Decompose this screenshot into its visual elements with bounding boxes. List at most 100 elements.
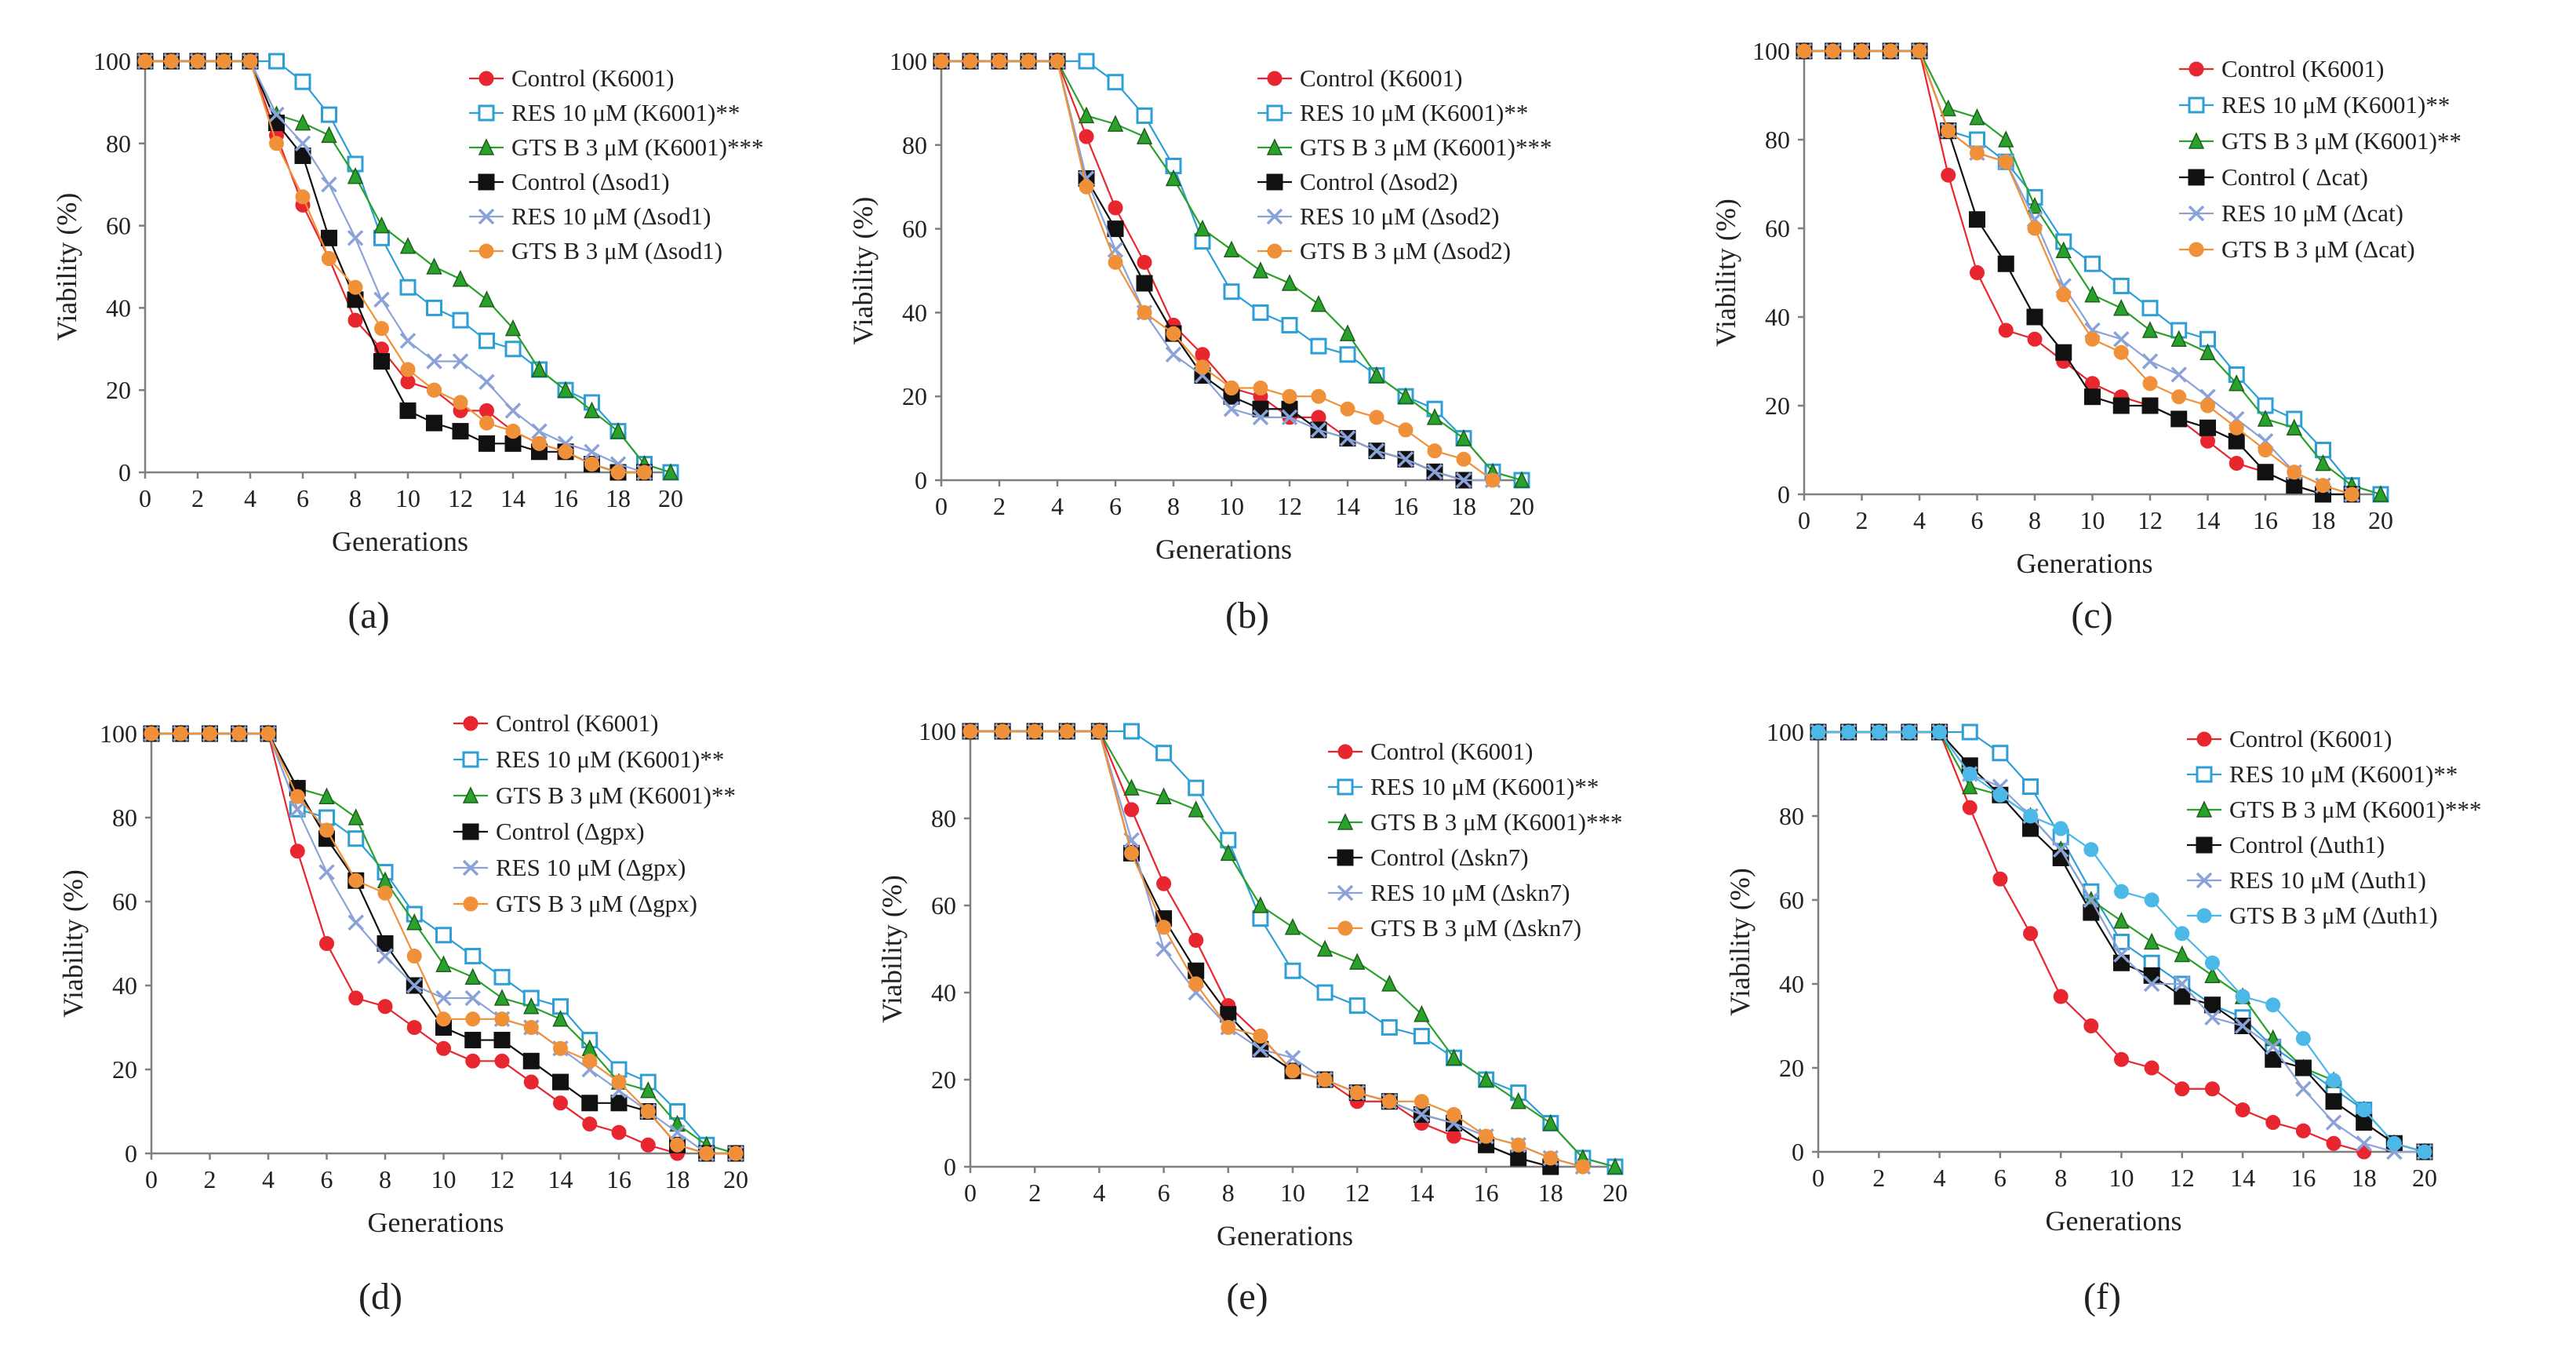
data-point <box>2228 432 2245 450</box>
series-6 <box>144 726 744 1161</box>
data-point <box>557 381 574 398</box>
data-point <box>1136 127 1153 144</box>
data-point <box>584 457 599 472</box>
legend-item: Control (K6001) <box>2179 55 2385 82</box>
data-point <box>1871 724 1887 740</box>
data-point <box>1997 255 2014 272</box>
data-point <box>728 1146 744 1161</box>
x-tick-label: 14 <box>2230 1164 2255 1192</box>
x-tick-label: 4 <box>1093 1179 1105 1207</box>
series-6 <box>137 53 652 480</box>
legend-item: RES 10 μM (K6001)** <box>1257 99 1528 126</box>
y-tick-label: 40 <box>1779 970 1804 998</box>
legend-label: Control (K6001) <box>511 64 675 92</box>
legend-marker <box>2196 731 2212 747</box>
data-point <box>1284 917 1301 935</box>
y-tick-label: 60 <box>1779 886 1804 914</box>
data-point <box>1339 430 1356 446</box>
x-tick-label: 6 <box>1994 1164 2007 1192</box>
x-tick-label: 0 <box>964 1179 977 1207</box>
data-point <box>1252 261 1269 279</box>
data-point <box>289 843 305 859</box>
data-point <box>289 789 305 804</box>
data-point <box>1368 366 1385 384</box>
data-point <box>377 999 393 1015</box>
data-point <box>2204 966 2221 984</box>
data-point <box>406 1020 422 1035</box>
data-point <box>2053 989 2068 1004</box>
legend-marker <box>1267 243 1283 259</box>
data-point <box>318 809 335 826</box>
data-point <box>1252 409 1269 426</box>
data-point <box>347 808 364 825</box>
legend-marker <box>478 138 495 155</box>
y-tick-label: 0 <box>915 466 927 494</box>
legend-item: GTS B 3 μM (Δsod2) <box>1257 237 1511 264</box>
data-point <box>2113 946 2130 963</box>
y-axis-title: Viability (%) <box>847 197 879 345</box>
legend-item: GTS B 3 μM (K6001)*** <box>2187 796 2481 823</box>
data-point <box>1224 381 1239 396</box>
legend-item: RES 10 μM (K6001)** <box>469 99 740 126</box>
data-point <box>294 113 311 131</box>
data-point <box>1426 408 1443 425</box>
panel-caption: (b) <box>1225 595 1269 636</box>
legend-label: Control (K6001) <box>496 709 659 737</box>
data-point <box>322 251 337 267</box>
x-tick-label: 4 <box>1913 506 1926 534</box>
y-tick-label: 0 <box>944 1153 956 1181</box>
data-point <box>505 424 521 439</box>
x-tick-label: 18 <box>2352 1164 2377 1192</box>
legend-marker <box>462 751 479 768</box>
data-point <box>406 977 423 994</box>
data-point <box>933 53 949 69</box>
data-point <box>294 135 311 152</box>
data-point <box>1426 464 1443 480</box>
x-tick-label: 12 <box>2170 1164 2195 1192</box>
legend-item: RES 10 μM (Δsod2) <box>1257 202 1499 230</box>
data-point <box>531 360 548 377</box>
y-tick-label: 100 <box>1766 718 1804 746</box>
data-point <box>2229 373 2245 392</box>
data-point <box>1962 777 1978 795</box>
x-tick-label: 8 <box>349 484 362 512</box>
data-point <box>494 1053 510 1069</box>
data-point <box>2265 1051 2282 1068</box>
data-point <box>452 423 469 440</box>
y-tick-label: 80 <box>902 131 927 159</box>
data-point <box>2325 1114 2342 1131</box>
y-tick-label: 60 <box>106 212 131 240</box>
x-tick-label: 18 <box>1538 1179 1563 1207</box>
data-point <box>2112 397 2130 414</box>
x-tick-label: 16 <box>2290 1164 2316 1192</box>
data-point <box>1349 953 1366 970</box>
data-point <box>1107 242 1124 258</box>
data-point <box>373 291 390 308</box>
data-point <box>1941 167 1956 183</box>
data-point <box>1310 337 1327 355</box>
data-point <box>584 401 600 419</box>
data-point <box>2141 321 2159 338</box>
data-point <box>137 53 153 69</box>
legend-item: RES 10 μM (Δskn7) <box>1328 879 1570 906</box>
data-point <box>1397 387 1414 404</box>
data-point <box>1195 359 1210 375</box>
data-point <box>2356 1114 2373 1131</box>
x-tick-label: 4 <box>1051 492 1064 520</box>
x-tick-label: 16 <box>553 484 578 512</box>
data-point <box>321 229 337 246</box>
data-point <box>2235 989 2250 1004</box>
data-point <box>269 136 284 151</box>
data-point <box>2114 1051 2129 1067</box>
data-point <box>1059 723 1075 739</box>
data-point <box>662 463 679 480</box>
data-point <box>1446 1048 1462 1066</box>
legend-label: Control (Δskn7) <box>1370 843 1529 871</box>
data-point <box>190 53 206 69</box>
data-point <box>1285 1063 1301 1079</box>
data-point <box>1998 154 2014 169</box>
data-point <box>699 1146 715 1161</box>
legend-label: RES 10 μM (K6001)** <box>1370 773 1599 800</box>
y-tick-label: 100 <box>1752 37 1790 65</box>
data-point <box>377 948 394 964</box>
